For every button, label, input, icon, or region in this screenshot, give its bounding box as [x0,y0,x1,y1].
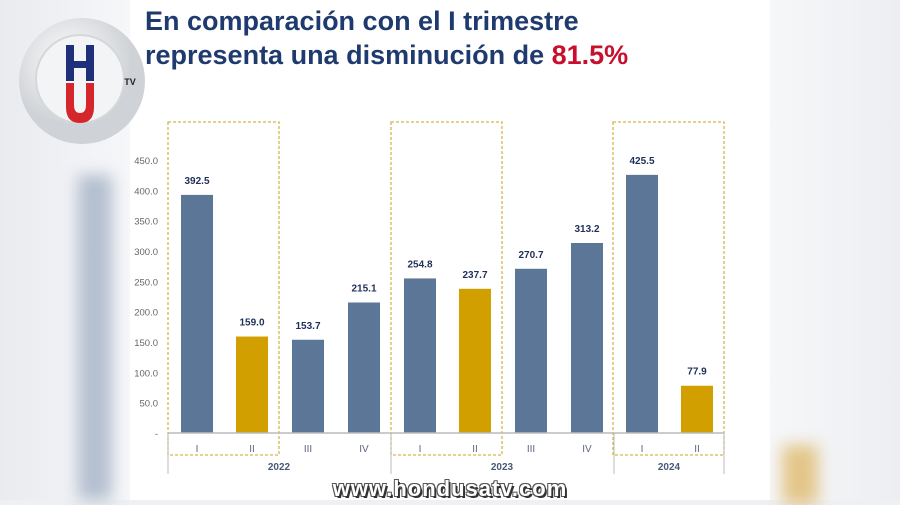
y-tick-label: 350.0 [134,217,158,228]
x-tick-label: IV [582,444,592,455]
bar [236,336,268,433]
year-label: 2024 [658,462,681,473]
y-tick-label: - [155,429,158,440]
x-tick-label: III [304,444,312,455]
highlight-box [612,121,725,456]
x-tick-label: II [249,444,255,455]
y-tick-label: 200.0 [134,308,158,319]
bar [626,174,658,433]
data-label: 254.8 [407,259,432,270]
background-blur [78,175,112,500]
background-right [770,0,900,500]
data-label: 77.9 [687,367,707,378]
y-tick-label: 250.0 [134,277,158,288]
year-label: 2022 [268,462,291,473]
bar [404,278,436,433]
y-tick-label: 450.0 [134,156,158,167]
data-label: 313.2 [574,224,599,235]
y-tick-label: 50.0 [140,399,159,410]
x-tick-label: II [694,444,700,455]
title-line-2: representa una disminución de 81.5% [145,38,628,72]
x-tick-label: I [196,444,199,455]
highlight-box [390,121,503,456]
x-tick-label: IV [359,444,369,455]
x-tick-label: II [472,444,478,455]
data-label: 270.7 [518,250,543,261]
y-tick-label: 300.0 [134,247,158,258]
title-line-1: En comparación con el I trimestre [145,6,579,36]
x-tick-label: I [419,444,422,455]
hondusatv-logo: TV [19,18,145,144]
bar [348,302,380,433]
y-tick-label: 150.0 [134,338,158,349]
title-text: representa una disminución de [145,40,552,70]
bar [459,288,491,433]
data-label: 392.5 [184,176,209,187]
y-tick-label: 400.0 [134,186,158,197]
background-blur [782,445,818,505]
data-label: 237.7 [462,270,487,281]
bar [292,339,324,433]
highlight-box [167,121,280,456]
chart-title: En comparación con el I trimestre repres… [145,4,628,72]
data-label: 425.5 [629,156,654,167]
bar [681,385,713,433]
x-tick-label: III [527,444,535,455]
bar [181,194,213,433]
highlight-percent: 81.5% [551,40,629,70]
logo-tv-badge: TV [124,77,136,87]
data-label: 159.0 [239,318,264,329]
watermark: www.hondusatv.com [332,476,568,501]
data-label: 153.7 [295,321,320,332]
x-tick-label: I [641,444,644,455]
year-label: 2023 [491,462,514,473]
bar [515,268,547,433]
y-tick-label: 100.0 [134,368,158,379]
bar [571,242,603,433]
data-label: 215.1 [351,284,376,295]
